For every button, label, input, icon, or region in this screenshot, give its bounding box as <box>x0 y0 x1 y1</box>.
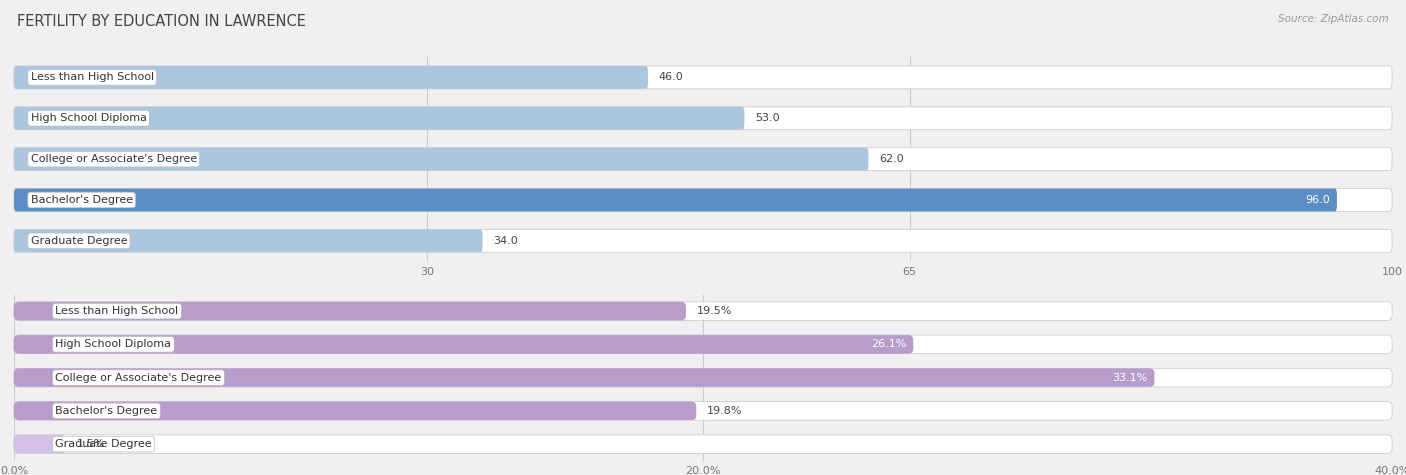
Text: 33.1%: 33.1% <box>1112 372 1147 383</box>
Text: High School Diploma: High School Diploma <box>55 339 172 350</box>
Text: 34.0: 34.0 <box>494 236 519 246</box>
FancyBboxPatch shape <box>14 107 1392 130</box>
Text: 1.5%: 1.5% <box>77 439 105 449</box>
FancyBboxPatch shape <box>14 229 482 252</box>
FancyBboxPatch shape <box>14 401 696 420</box>
Text: 62.0: 62.0 <box>879 154 904 164</box>
FancyBboxPatch shape <box>14 66 1392 89</box>
FancyBboxPatch shape <box>14 302 1392 321</box>
FancyBboxPatch shape <box>14 189 1392 211</box>
FancyBboxPatch shape <box>14 148 1392 171</box>
FancyBboxPatch shape <box>14 335 914 354</box>
FancyBboxPatch shape <box>14 368 1392 387</box>
FancyBboxPatch shape <box>14 66 648 89</box>
Text: 26.1%: 26.1% <box>870 339 907 350</box>
FancyBboxPatch shape <box>14 148 869 171</box>
FancyBboxPatch shape <box>14 107 744 130</box>
Text: 19.5%: 19.5% <box>697 306 733 316</box>
FancyBboxPatch shape <box>14 302 686 321</box>
FancyBboxPatch shape <box>14 335 1392 354</box>
Text: College or Associate's Degree: College or Associate's Degree <box>55 372 222 383</box>
Text: 46.0: 46.0 <box>659 72 683 83</box>
FancyBboxPatch shape <box>14 368 1154 387</box>
Text: Less than High School: Less than High School <box>55 306 179 316</box>
Text: High School Diploma: High School Diploma <box>31 113 146 124</box>
Text: Graduate Degree: Graduate Degree <box>31 236 127 246</box>
Text: Bachelor's Degree: Bachelor's Degree <box>55 406 157 416</box>
FancyBboxPatch shape <box>14 189 1337 211</box>
Text: 53.0: 53.0 <box>755 113 780 124</box>
FancyBboxPatch shape <box>14 229 1392 252</box>
Text: 19.8%: 19.8% <box>707 406 742 416</box>
Text: Source: ZipAtlas.com: Source: ZipAtlas.com <box>1278 14 1389 24</box>
Text: Less than High School: Less than High School <box>31 72 153 83</box>
Text: Bachelor's Degree: Bachelor's Degree <box>31 195 132 205</box>
Text: College or Associate's Degree: College or Associate's Degree <box>31 154 197 164</box>
Text: FERTILITY BY EDUCATION IN LAWRENCE: FERTILITY BY EDUCATION IN LAWRENCE <box>17 14 305 29</box>
FancyBboxPatch shape <box>14 435 66 454</box>
FancyBboxPatch shape <box>14 401 1392 420</box>
Text: Graduate Degree: Graduate Degree <box>55 439 152 449</box>
Text: 96.0: 96.0 <box>1305 195 1330 205</box>
FancyBboxPatch shape <box>14 435 1392 454</box>
